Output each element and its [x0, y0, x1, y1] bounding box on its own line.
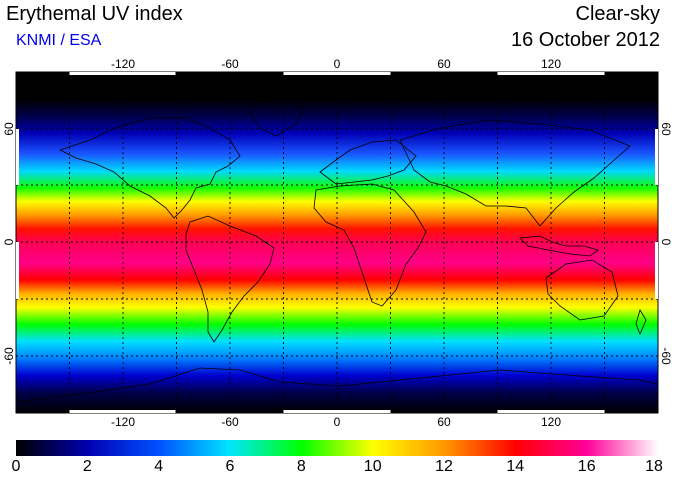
- lat-tick-label: -60: [2, 347, 16, 365]
- lon-tick-label: 0: [334, 57, 341, 71]
- lon-tick-label: -120: [111, 415, 135, 429]
- coastline-indonesia: [519, 235, 599, 257]
- coastline-africa: [313, 183, 427, 307]
- map-title: Erythemal UV index: [6, 3, 183, 25]
- uv-colorbar: [16, 440, 658, 456]
- lat-labels-left: 60 0 -60: [2, 122, 16, 365]
- coastline-greenland: [249, 95, 306, 137]
- lon-labels-top: -120 -60 0 60 120: [111, 57, 561, 71]
- lon-tick-label: -60: [221, 415, 239, 429]
- coastline-europe: [319, 139, 417, 185]
- lon-tick-label: 120: [541, 57, 561, 71]
- coastline-australia: [545, 259, 619, 321]
- lat-labels-right: 60 0 -60: [659, 122, 673, 365]
- colorbar-tick-label: 6: [225, 458, 235, 475]
- lat-tick-label: -60: [659, 347, 673, 365]
- graticule: [16, 72, 658, 413]
- lon-labels-bottom: -120 -60 0 60 120: [111, 415, 561, 429]
- map-date: 16 October 2012: [511, 29, 660, 51]
- lat-tick-label: 0: [659, 239, 673, 246]
- coastline-south-america: [185, 215, 275, 343]
- lon-tick-label: 60: [437, 415, 451, 429]
- colorbar-tick-label: 8: [296, 458, 306, 475]
- lon-tick-label: 0: [334, 415, 341, 429]
- colorbar-tick-label: 18: [645, 458, 663, 475]
- colorbar-tick-label: 10: [363, 458, 382, 475]
- lat-tick-label: 0: [2, 238, 16, 245]
- map-frame: [15, 71, 659, 414]
- colorbar-tick-label: 12: [435, 458, 453, 475]
- credit-text: KNMI / ESA: [16, 32, 102, 49]
- lat-tick-label: 60: [2, 122, 16, 136]
- coastline-antarctica: [16, 367, 658, 403]
- coastline-asia: [399, 119, 631, 227]
- colorbar-tick-label: 2: [82, 458, 92, 475]
- colorbar-tick-label: 4: [154, 458, 164, 475]
- lon-tick-label: 120: [541, 415, 561, 429]
- coastline-north-america: [58, 117, 241, 219]
- colorbar-tick-label: 14: [506, 458, 525, 475]
- lon-tick-label: -120: [111, 57, 135, 71]
- coastline-new-zealand: [635, 309, 647, 336]
- lat-tick-label: 60: [659, 122, 673, 136]
- coastlines: [16, 95, 658, 403]
- sky-condition: Clear-sky: [575, 3, 660, 25]
- lon-tick-label: 60: [437, 57, 451, 71]
- colorbar-tick-label: 0: [11, 458, 21, 475]
- lon-tick-label: -60: [221, 57, 239, 71]
- colorbar-tick-label: 16: [577, 458, 596, 475]
